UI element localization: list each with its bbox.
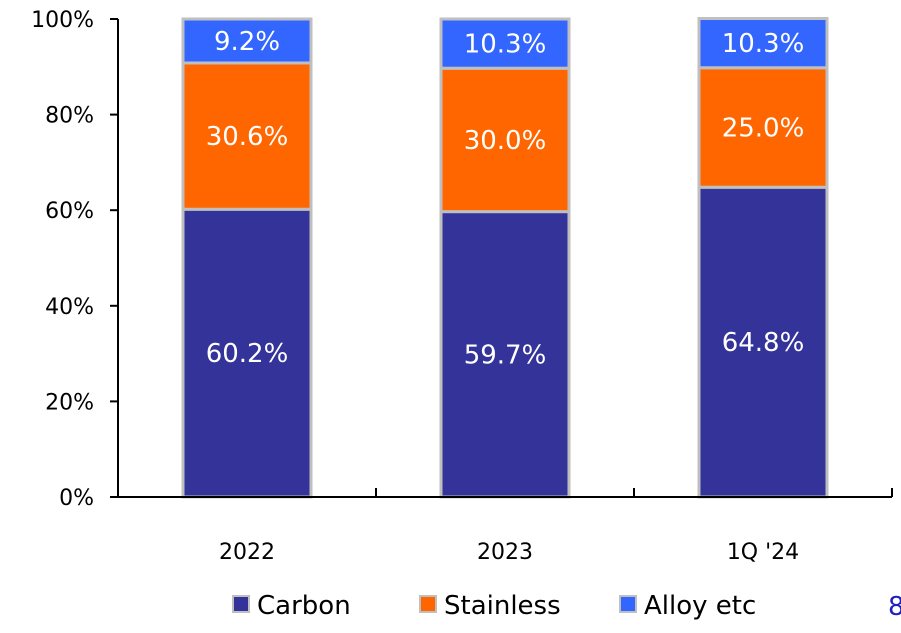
- y-tick-label-0: 0%: [59, 486, 94, 511]
- bar-stainless-2: [697, 66, 829, 189]
- legend-label-carbon: Carbon: [257, 591, 351, 621]
- data-label-stainless-0: 30.6%: [206, 122, 289, 152]
- bar-alloy-etc-2: [697, 17, 829, 70]
- data-label-stainless-2: 25.0%: [722, 114, 805, 144]
- data-label-carbon-0: 60.2%: [206, 339, 289, 369]
- category-label-1: 2023: [477, 540, 533, 565]
- category-label-0: 2022: [219, 540, 275, 565]
- y-tick-label-2: 40%: [45, 295, 94, 320]
- y-tick-label-1: 20%: [45, 390, 94, 415]
- corner-page-mark: 8: [888, 592, 901, 622]
- bar-stainless-1: [439, 66, 571, 214]
- category-label-2: 1Q '24: [727, 540, 799, 565]
- data-label-alloy-etc-1: 10.3%: [464, 30, 547, 60]
- legend-label-stainless: Stainless: [444, 591, 561, 621]
- legend: Carbon Stainless Alloy etc: [232, 591, 756, 621]
- legend-swatch-carbon: [232, 595, 250, 613]
- data-label-stainless-1: 30.0%: [464, 126, 547, 156]
- legend-swatch-alloy-etc: [619, 595, 637, 613]
- legend-label-alloy-etc: Alloy etc: [644, 591, 756, 621]
- y-tick-label-3: 60%: [45, 199, 94, 224]
- data-labels-layer: 60.2% 30.6% 9.2% 59.7% 30.0% 10.3% 64.8% 25.0% 1…: [206, 27, 805, 370]
- legend-swatch-stainless: [419, 595, 437, 613]
- bar-carbon-0: [181, 207, 313, 499]
- bar-alloy-etc-0: [181, 17, 313, 65]
- bar-stainless-0: [181, 61, 313, 211]
- y-tick-label-5: 100%: [31, 8, 94, 33]
- bar-alloy-etc-1: [439, 17, 571, 70]
- axes-layer: 2022 2023 1Q '24 0% 20% 40% 60% 80% 100%: [31, 8, 893, 565]
- bar-carbon-1: [439, 210, 571, 499]
- data-label-alloy-etc-0: 9.2%: [214, 27, 280, 57]
- data-label-carbon-1: 59.7%: [464, 340, 547, 370]
- data-label-alloy-etc-2: 10.3%: [722, 29, 805, 59]
- y-tick-label-4: 80%: [45, 104, 94, 129]
- data-label-carbon-2: 64.8%: [722, 328, 805, 358]
- bars-layer: [181, 17, 829, 499]
